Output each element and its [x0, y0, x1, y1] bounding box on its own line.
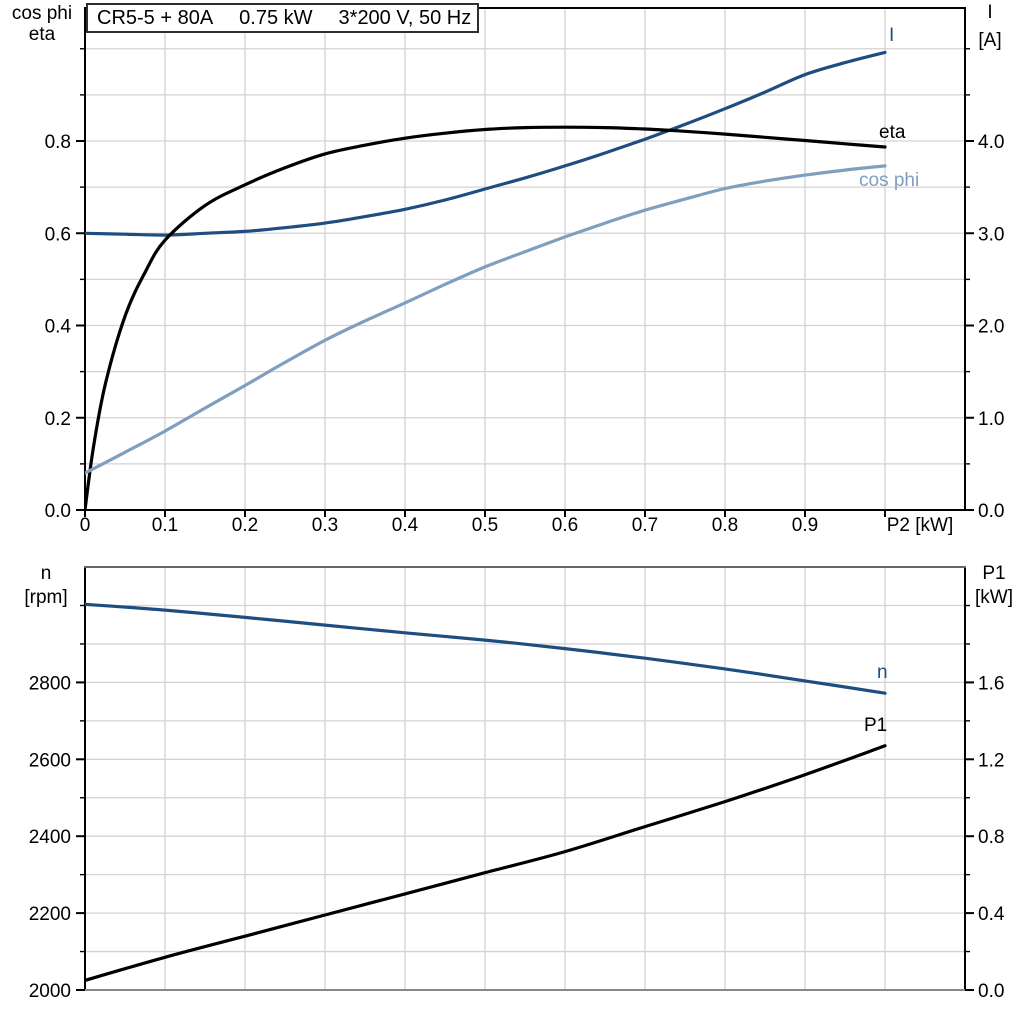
top-left-axis-title-cosphi: cos phi	[11, 3, 73, 24]
svg-text:1.6: 1.6	[978, 673, 1004, 694]
svg-text:0.0: 0.0	[978, 501, 1004, 522]
svg-text:0.8: 0.8	[978, 827, 1004, 848]
tick-labels: 0.0 0.2 0.4 0.6 0.8 0.0 1.0 2.0 3.0 4.0 0 0.1 0.2 0.3…	[45, 132, 1005, 536]
bottom-left-axis-unit-rpm: [rpm]	[24, 587, 68, 608]
chart-title-box: CR5-5 + 80A 0.75 kW 3*200 V, 50 Hz	[86, 3, 479, 33]
svg-text:2400: 2400	[29, 827, 71, 848]
svg-text:0.1: 0.1	[152, 515, 178, 536]
curve-eta	[85, 125, 887, 510]
axis-ticks	[76, 48, 974, 517]
svg-text:0.4: 0.4	[392, 515, 419, 536]
svg-text:0.9: 0.9	[792, 515, 818, 536]
curve-p1	[85, 744, 887, 982]
curves	[85, 602, 887, 982]
svg-text:0.8: 0.8	[712, 515, 738, 536]
svg-text:2800: 2800	[29, 673, 71, 694]
svg-text:3.0: 3.0	[978, 224, 1004, 245]
top-right-axis-title-i: I	[987, 2, 993, 23]
title-pump-model: CR5-5 + 80A	[97, 6, 214, 29]
svg-text:0.2: 0.2	[45, 409, 71, 430]
svg-text:0.4: 0.4	[45, 317, 72, 338]
curve-n	[85, 602, 887, 695]
top-chart: 0.0 0.2 0.4 0.6 0.8 0.0 1.0 2.0 3.0 4.0 0 0.1 0.2 0.3…	[45, 7, 1005, 536]
svg-text:2600: 2600	[29, 750, 71, 771]
svg-text:0.7: 0.7	[632, 515, 658, 536]
svg-text:0.5: 0.5	[472, 515, 498, 536]
svg-text:0.4: 0.4	[978, 904, 1005, 925]
x-axis-label-p2: P2 [kW]	[886, 515, 954, 536]
svg-text:0: 0	[80, 515, 91, 536]
tick-labels: 2000 2200 2400 2600 2800 0.0 0.4 0.8 1.2 1.6	[29, 673, 1005, 1002]
svg-text:0.6: 0.6	[45, 224, 71, 245]
svg-text:1.2: 1.2	[978, 750, 1004, 771]
title-rated-power: 0.75 kW	[239, 6, 313, 29]
curve-label-i: I	[889, 25, 895, 46]
svg-text:0.8: 0.8	[45, 132, 71, 153]
top-right-axis-unit-a: [A]	[978, 30, 1002, 51]
curve-label-cosphi: cos phi	[859, 170, 920, 191]
gridlines	[85, 567, 965, 990]
axis-ticks	[76, 604, 974, 991]
svg-text:2.0: 2.0	[978, 317, 1004, 338]
curve-i	[85, 50, 887, 237]
bottom-left-axis-title-n: n	[40, 563, 52, 584]
curve-cos-phi	[85, 164, 887, 475]
bottom-right-axis-title-p1: P1	[982, 563, 1006, 584]
svg-text:0.0: 0.0	[45, 501, 71, 522]
svg-text:1.0: 1.0	[978, 409, 1004, 430]
curves	[85, 50, 887, 510]
svg-text:0.2: 0.2	[232, 515, 258, 536]
svg-text:0.6: 0.6	[552, 515, 578, 536]
svg-text:4.0: 4.0	[978, 132, 1004, 153]
curve-label-p1: P1	[864, 715, 888, 736]
gridlines	[85, 8, 965, 510]
svg-text:0.3: 0.3	[312, 515, 338, 536]
plot-frame	[84, 7, 966, 511]
svg-text:2200: 2200	[29, 904, 71, 925]
curve-label-eta: eta	[879, 122, 906, 143]
curve-label-n: n	[877, 662, 888, 683]
bottom-right-axis-unit-kw: [kW]	[975, 587, 1013, 608]
title-voltage-freq: 3*200 V, 50 Hz	[338, 6, 472, 29]
svg-text:2000: 2000	[29, 981, 71, 1002]
bottom-chart: 2000 2200 2400 2600 2800 0.0 0.4 0.8 1.2 1.6	[29, 566, 1005, 1002]
plot-frame	[84, 566, 966, 991]
top-left-axis-title-eta: eta	[28, 24, 56, 45]
svg-text:0.0: 0.0	[978, 981, 1004, 1002]
